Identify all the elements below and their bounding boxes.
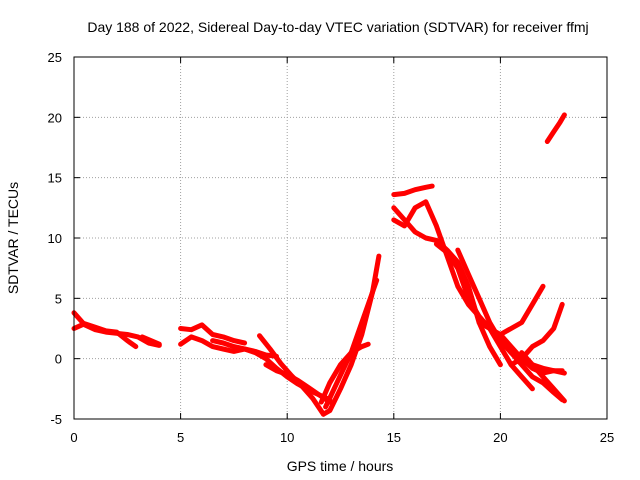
series-arc-21 (544, 112, 567, 144)
series-arc-3 (139, 334, 162, 347)
x-tick-label: 15 (387, 430, 401, 445)
x-axis-title: GPS time / hours (287, 458, 394, 474)
y-tick-label: 15 (48, 171, 62, 186)
grid (74, 57, 607, 419)
series-arc-14 (391, 199, 535, 392)
y-axis-title: SDTVAR / TECUs (5, 182, 21, 294)
x-tick-label: 0 (70, 430, 77, 445)
y-tick-label: 20 (48, 110, 62, 125)
x-tick-label: 20 (493, 430, 507, 445)
series-arc-12 (391, 205, 503, 368)
series-arc-18 (497, 283, 546, 337)
series-arc-4 (178, 322, 248, 346)
y-tick-label: 25 (48, 50, 62, 65)
series-layer (71, 112, 567, 417)
series-arc-20 (519, 350, 567, 404)
series-arc-16 (455, 247, 565, 374)
x-tick-label: 10 (280, 430, 294, 445)
axis-ticks: 0 5 10 15 20 25 -5 0 5 10 15 20 25 (48, 50, 615, 445)
series-arc-11 (318, 341, 371, 405)
x-tick-label: 5 (177, 430, 184, 445)
series-arc-8 (257, 333, 326, 417)
y-tick-label: 0 (55, 352, 62, 367)
series-arc-2 (71, 321, 139, 350)
series-arc-13 (391, 183, 435, 198)
y-tick-label: 5 (55, 291, 62, 306)
y-tick-label: 10 (48, 231, 62, 246)
series-arc-19 (508, 301, 565, 368)
x-tick-label: 25 (600, 430, 614, 445)
chart-title: Day 188 of 2022, Sidereal Day-to-day VTE… (87, 19, 588, 35)
y-tick-label: -5 (50, 412, 62, 427)
